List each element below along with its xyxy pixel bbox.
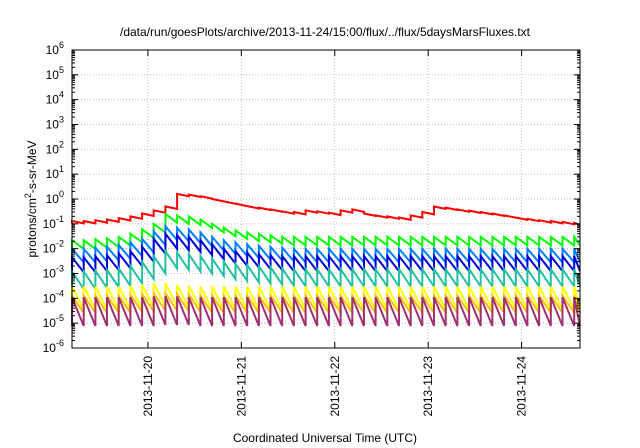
y-tick-label: 10-5 xyxy=(43,313,64,330)
x-tick-label: 2013-11-22 xyxy=(328,356,342,417)
y-tick-label: 100 xyxy=(46,189,64,206)
x-tick-label: 2013-11-24 xyxy=(515,356,529,417)
x-tick-label: 2013-11-20 xyxy=(141,356,155,417)
y-tick-label: 10-4 xyxy=(43,288,64,305)
series-line-2 xyxy=(71,212,581,251)
y-axis: 10-6 10-5 10-4 10-3 10-2 10-1 100 101 102 103 104 1… xyxy=(43,40,580,355)
x-tick-label: 2013-11-21 xyxy=(234,356,248,417)
y-tick-label: 106 xyxy=(46,40,64,57)
series-line-8 xyxy=(71,296,581,327)
chart-title: /data/run/goesPlots/archive/2013-11-24/1… xyxy=(120,25,531,39)
y-tick-label: 10-3 xyxy=(43,264,64,281)
y-tick-label: 105 xyxy=(46,65,64,82)
y-tick-label: 102 xyxy=(46,139,64,156)
series-layer xyxy=(71,192,581,327)
x-axis-label: Coordinated Universal Time (UTC) xyxy=(233,431,417,445)
y-tick-label: 10-1 xyxy=(43,214,64,231)
series-line-1 xyxy=(71,192,581,227)
x-tick-label: 2013-11-23 xyxy=(421,356,435,417)
y-tick-label: 101 xyxy=(46,164,64,181)
y-tick-label: 104 xyxy=(46,90,64,107)
y-axis-label: protons/cm2-s-sr-MeV xyxy=(23,140,39,257)
y-tick-label: 10-2 xyxy=(43,239,64,256)
y-tick-label: 10-6 xyxy=(43,338,64,355)
y-tick-label: 103 xyxy=(46,115,64,132)
x-axis: 2013-11-20 2013-11-21 2013-11-22 2013-11-23… xyxy=(141,50,529,417)
